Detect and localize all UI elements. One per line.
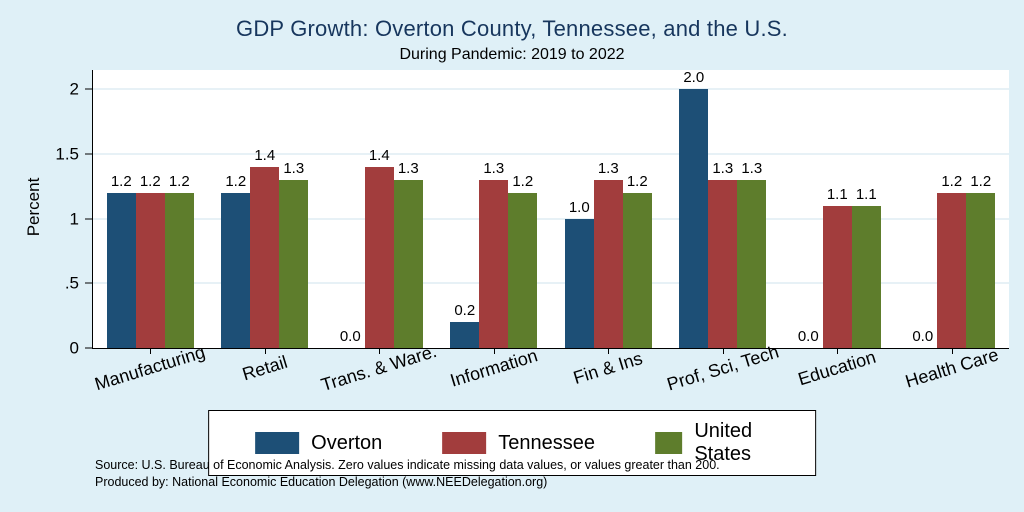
legend-swatch: [255, 432, 300, 454]
gridline: [93, 88, 1009, 90]
legend-entry: United States: [655, 420, 769, 466]
legend-label: Tennessee: [498, 431, 596, 454]
x-axis-category-label: Fin & Ins: [571, 348, 645, 388]
bar-value-label: 0.0: [339, 328, 361, 345]
bar-value-label: 1.2: [941, 172, 963, 190]
bar-value-label: 1.3: [712, 159, 734, 177]
bar-value-label: 0.0: [797, 328, 819, 345]
y-tick-label: .5: [64, 273, 79, 293]
bar-tennessee: [479, 179, 509, 348]
y-tick: [85, 88, 93, 90]
bar-tennessee: [250, 166, 280, 348]
y-tick: [85, 218, 93, 220]
bar-value-label: 1.4: [368, 146, 390, 164]
bar-value-label: 1.2: [626, 172, 648, 190]
x-tick: [722, 349, 724, 354]
legend-label: Overton: [311, 431, 383, 454]
bar-value-label: 1.4: [254, 146, 276, 164]
bar-value-label: 1.1: [855, 185, 877, 203]
y-axis-label: Percent: [24, 177, 43, 237]
bar-value-label: 1.3: [597, 159, 619, 177]
y-tick-label: 0: [69, 338, 79, 358]
bar-value-label: 2.0: [683, 69, 705, 87]
gridline: [93, 218, 1009, 220]
bar-value-label: 1.3: [283, 159, 305, 177]
plot-area: 0.5 1 1.5 2 1.2 1.2 1.2 Manufacturing 1.2 1.4 1.3 R…: [55, 69, 1009, 395]
bar-value-label: 1.3: [397, 159, 419, 177]
legend-swatch: [655, 432, 683, 454]
bar-value-label: 1.2: [512, 172, 534, 190]
legend-entry: Overton: [255, 432, 382, 455]
gridline: [93, 282, 1009, 284]
legend-swatch: [442, 432, 487, 454]
legend-entry: Tennessee: [442, 432, 595, 455]
bar-value-label: 1.2: [110, 172, 132, 190]
bar-united-states: [966, 192, 996, 348]
chart-subtitle: During Pandemic: 2019 to 2022: [399, 46, 625, 63]
x-tick: [264, 349, 266, 354]
bar-value-label: 1.0: [568, 198, 590, 216]
x-tick: [379, 349, 381, 354]
legend: Overton Tennessee United States: [208, 410, 816, 476]
produced-by-note-line: Produced by: National Economic Education…: [95, 474, 548, 489]
bar-value-label: 1.2: [970, 172, 992, 190]
bar-overton: [679, 89, 709, 348]
bar-united-states: [164, 192, 194, 348]
bar-value-label: 1.3: [483, 159, 505, 177]
bar-united-states: [393, 179, 423, 348]
bar-united-states: [737, 179, 767, 348]
y-tick: [85, 282, 93, 284]
source-note-line: Source: U.S. Bureau of Economic Analysis…: [95, 458, 720, 472]
bar-value-label: 1.2: [225, 172, 247, 190]
x-axis-category-label: Retail: [239, 351, 290, 385]
y-tick: [85, 347, 93, 349]
bar-value-label: 1.2: [139, 172, 161, 190]
bar-overton: [450, 322, 480, 348]
bar-tennessee: [593, 179, 623, 348]
bar-united-states: [508, 192, 538, 348]
bar-tennessee: [708, 179, 738, 348]
bar-united-states: [622, 192, 652, 348]
bar-value-label: 0.0: [912, 328, 934, 345]
bar-overton: [564, 218, 594, 348]
y-tick-label: 2: [69, 79, 79, 99]
bar-tennessee: [822, 205, 852, 348]
bar-value-label: 0.2: [454, 302, 476, 320]
bar-value-label: 1.1: [826, 185, 848, 203]
y-tick-label: 1: [69, 209, 79, 229]
legend-label: United States: [694, 420, 753, 465]
bar-overton: [106, 192, 136, 348]
x-tick: [951, 349, 953, 354]
gridline: [93, 153, 1009, 155]
x-tick: [837, 349, 839, 354]
bar-tennessee: [135, 192, 165, 348]
bar-value-label: 1.2: [168, 172, 190, 190]
bar-united-states: [279, 179, 309, 348]
source-notes: Source: U.S. Bureau of Economic Analysis…: [95, 457, 720, 491]
bar-tennessee: [937, 192, 967, 348]
x-tick: [150, 349, 152, 354]
x-tick: [493, 349, 495, 354]
y-tick: [85, 153, 93, 155]
bar-overton: [221, 192, 251, 348]
bar-tennessee: [364, 166, 394, 348]
x-tick: [608, 349, 610, 354]
y-tick-label: 1.5: [55, 144, 79, 164]
chart-title: GDP Growth: Overton County, Tennessee, a…: [236, 16, 788, 41]
bar-united-states: [851, 205, 881, 348]
bar-value-label: 1.3: [741, 159, 763, 177]
